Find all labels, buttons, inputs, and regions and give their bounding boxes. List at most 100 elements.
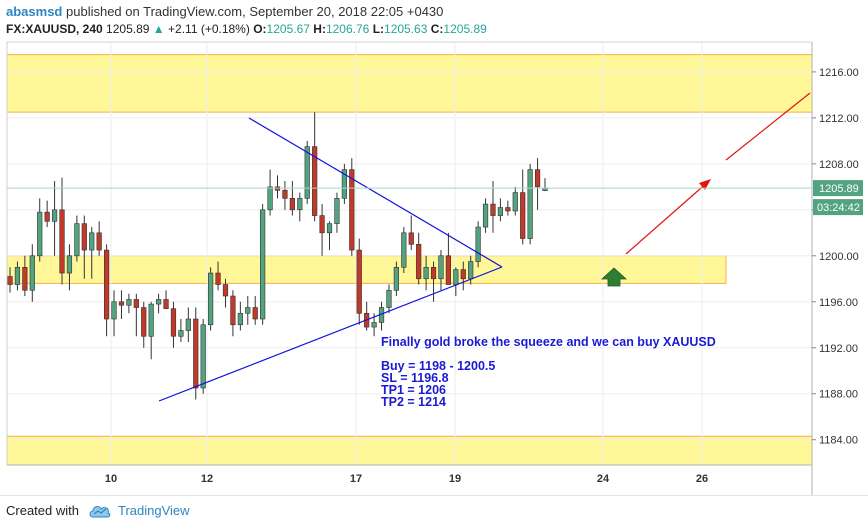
price-zone-2 xyxy=(6,435,813,466)
x-tick-label: 19 xyxy=(449,473,461,485)
candle xyxy=(542,178,548,192)
y-tick-label: 1184.00 xyxy=(819,435,858,447)
x-tick-label: 24 xyxy=(597,473,610,485)
candle-body xyxy=(29,255,35,291)
candle xyxy=(341,163,347,205)
candle-body xyxy=(334,198,340,224)
candle xyxy=(141,301,147,348)
candle-body xyxy=(282,189,288,199)
candle xyxy=(430,261,437,302)
candle-body xyxy=(349,169,355,251)
symbol-label: FX:XAUUSD, 240 xyxy=(6,22,103,36)
candle xyxy=(66,244,73,291)
candle xyxy=(267,169,273,216)
chart-header: abasmsd published on TradingView.com, Se… xyxy=(0,0,868,42)
chart-grid xyxy=(7,42,812,465)
candle-body xyxy=(200,324,206,389)
tradingview-brand-link[interactable]: TradingView xyxy=(118,503,190,518)
candle-body xyxy=(260,209,266,320)
candle xyxy=(393,261,399,297)
published-text: published on TradingView.com, September … xyxy=(66,4,444,19)
countdown-tag-bg xyxy=(813,199,863,216)
y-tick-label: 1216.00 xyxy=(819,67,859,79)
candle-body xyxy=(289,198,295,211)
author-name[interactable]: abasmsd xyxy=(6,4,63,19)
candle xyxy=(81,215,87,279)
low-label: L: xyxy=(372,22,385,36)
x-tick-label: 17 xyxy=(350,473,362,485)
candle xyxy=(289,181,295,216)
candle-body xyxy=(44,211,50,222)
candle-body xyxy=(401,232,407,268)
candle xyxy=(51,181,58,256)
projection-arrowhead-1 xyxy=(699,179,711,190)
candle xyxy=(215,261,221,291)
candle-body xyxy=(490,203,496,216)
candle xyxy=(193,307,199,400)
candle-body xyxy=(527,169,533,239)
candle xyxy=(475,221,481,268)
candle-body xyxy=(237,312,243,326)
candle-body xyxy=(512,192,518,212)
x-tick-label: 26 xyxy=(696,473,708,485)
y-tick-label: 1212.00 xyxy=(819,113,859,125)
candle-body xyxy=(148,303,154,337)
candle-body xyxy=(141,307,147,337)
price-zone-0 xyxy=(6,54,813,113)
candle xyxy=(527,163,533,245)
candle-body xyxy=(111,301,117,320)
candle xyxy=(89,227,95,279)
tradingview-cloud-icon[interactable] xyxy=(88,503,112,519)
candle-body xyxy=(475,226,481,262)
projection-line-2 xyxy=(725,92,811,161)
candle xyxy=(59,177,65,285)
candle xyxy=(423,255,429,291)
candle xyxy=(133,293,139,337)
candle xyxy=(22,255,28,297)
candle-body xyxy=(423,266,429,280)
buy-signal-arrow-icon xyxy=(600,267,628,287)
candle xyxy=(111,290,117,337)
candle-body xyxy=(133,299,139,308)
candle xyxy=(453,267,459,297)
y-tick-label: 1200.00 xyxy=(819,251,859,263)
candle-body xyxy=(460,269,466,280)
candle xyxy=(416,232,422,285)
candle-body xyxy=(304,146,310,199)
candle-body xyxy=(326,223,333,234)
candle xyxy=(14,261,21,291)
annotation-sl: SL = 1196.8 xyxy=(381,371,449,385)
candle xyxy=(534,158,541,210)
candle-body xyxy=(468,261,474,280)
candle-body xyxy=(482,203,489,228)
up-triangle-icon: ▲ xyxy=(152,22,165,36)
candle xyxy=(74,215,80,262)
candle xyxy=(312,112,318,222)
candle-body xyxy=(178,330,184,337)
candle xyxy=(386,284,392,314)
candle xyxy=(148,301,154,360)
candle xyxy=(156,293,162,314)
candle xyxy=(378,301,385,331)
candle-body xyxy=(408,232,414,245)
candle-body xyxy=(51,209,58,222)
candle xyxy=(185,307,191,343)
candle xyxy=(96,221,102,256)
candle xyxy=(245,296,251,325)
projection-line-1 xyxy=(625,180,710,255)
y-tick-label: 1188.00 xyxy=(819,389,858,401)
footer: Created with TradingView xyxy=(0,495,868,528)
candle-body xyxy=(59,209,65,274)
x-tick-label: 10 xyxy=(105,473,117,485)
price-change: +2.11 (+0.18%) xyxy=(168,22,250,36)
candle xyxy=(334,192,340,233)
candle-body xyxy=(37,211,43,257)
candle xyxy=(44,200,50,228)
last-price-tag-bg xyxy=(813,180,863,197)
annotation-tp1: TP1 = 1206 xyxy=(381,383,446,397)
candle xyxy=(505,200,511,216)
analysis-annotation: Finally gold broke the squeeze and we ca… xyxy=(381,335,716,409)
candle-body xyxy=(89,232,95,251)
countdown-tag: 03:24:42 xyxy=(817,202,860,214)
